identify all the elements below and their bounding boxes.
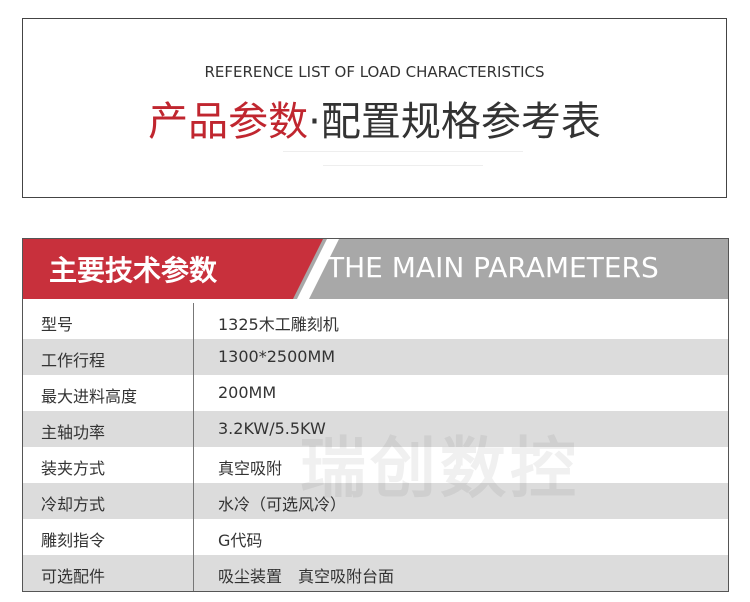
param-name: 型号 — [41, 315, 74, 334]
param-value: 水冷（可选风冷） — [218, 495, 347, 514]
table-row: 型号 1325木工雕刻机 — [23, 303, 728, 339]
divider — [193, 303, 194, 339]
table-title-cn: 主要技术参数 — [49, 254, 218, 287]
param-name: 装夹方式 — [41, 459, 106, 478]
param-value: 1300*2500MM — [218, 347, 336, 366]
title-rest: ·配置规格参考表 — [308, 99, 601, 145]
param-name: 最大进料高度 — [41, 387, 138, 406]
table-row: 可选配件 吸尘装置 真空吸附台面 — [23, 555, 728, 591]
param-value: 3.2KW/5.5KW — [218, 419, 326, 438]
divider — [193, 447, 194, 483]
divider — [193, 339, 194, 375]
subtitle: REFERENCE LIST OF LOAD CHARACTERISTICS — [204, 63, 545, 81]
divider — [193, 411, 194, 447]
param-value: G代码 — [218, 531, 263, 550]
param-name: 雕刻指令 — [41, 531, 106, 550]
decor-line — [283, 151, 523, 152]
table-title-en: THE MAIN PARAMETERS — [327, 251, 659, 284]
table-row: 最大进料高度 200MM — [23, 375, 728, 411]
table-row: 装夹方式 真空吸附 — [23, 447, 728, 483]
param-name: 工作行程 — [41, 351, 106, 370]
table-header: 主要技术参数 THE MAIN PARAMETERS — [23, 239, 728, 299]
table-row: 工作行程 1300*2500MM — [23, 339, 728, 375]
spec-table: 主要技术参数 THE MAIN PARAMETERS 型号 1325木工雕刻机工作… — [22, 238, 729, 592]
header-red — [23, 239, 339, 299]
title-red: 产品参数 — [148, 99, 309, 145]
param-value: 1325木工雕刻机 — [218, 315, 339, 334]
param-name: 主轴功率 — [41, 423, 106, 442]
table-row: 冷却方式 水冷（可选风冷） — [23, 483, 728, 519]
watermark: 瑞创数控 — [300, 430, 580, 507]
divider — [193, 483, 194, 519]
header-box: REFERENCE LIST OF LOAD CHARACTERISTICS 产… — [22, 18, 727, 198]
param-value: 吸尘装置 真空吸附台面 — [218, 567, 395, 586]
divider — [193, 375, 194, 411]
table-row: 雕刻指令 G代码 — [23, 519, 728, 555]
param-name: 冷却方式 — [41, 495, 106, 514]
decor-line — [323, 165, 483, 166]
title: 产品参数·配置规格参考表 — [23, 89, 726, 147]
param-name: 可选配件 — [41, 567, 106, 586]
param-value: 真空吸附 — [218, 459, 283, 478]
divider — [193, 555, 194, 591]
table-row: 主轴功率 3.2KW/5.5KW — [23, 411, 728, 447]
param-value: 200MM — [218, 383, 277, 402]
divider — [193, 519, 194, 555]
